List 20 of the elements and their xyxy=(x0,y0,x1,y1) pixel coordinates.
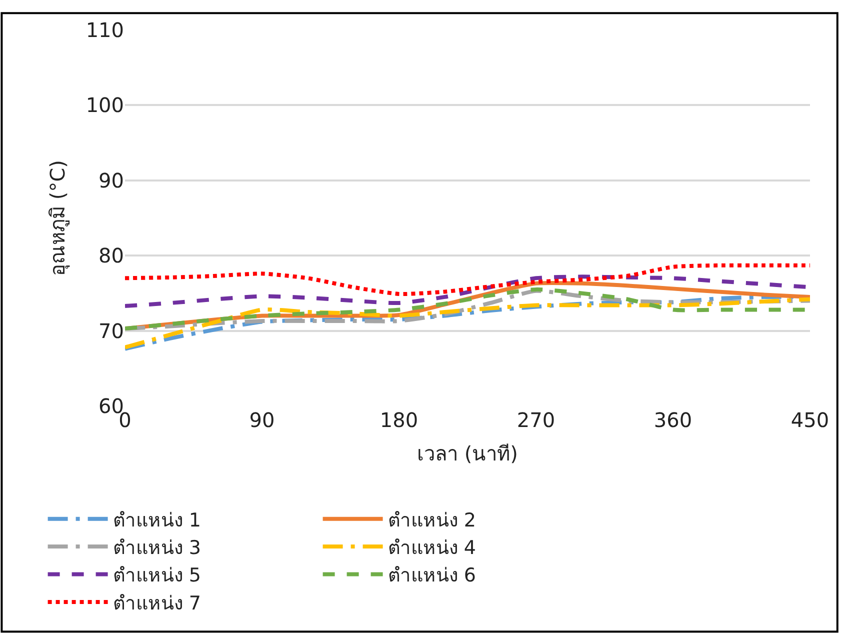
legend-label: ตำแหน่ง 7 xyxy=(112,592,201,614)
x-tick-label: 450 xyxy=(790,408,830,432)
x-axis-title: เวลา (นาที) xyxy=(417,442,518,466)
y-tick-label: 70 xyxy=(98,318,124,343)
x-tick-label: 270 xyxy=(516,408,556,432)
legend-label: ตำแหน่ง 3 xyxy=(112,536,201,559)
x-tick-label: 180 xyxy=(380,408,418,432)
x-tick-label: 360 xyxy=(654,408,692,432)
legend-label: ตำแหน่ง 4 xyxy=(388,536,476,559)
y-axis-title: อุณหภูมิ (°C) xyxy=(45,160,70,276)
x-tick-label: 90 xyxy=(249,408,275,432)
legend-label: ตำแหน่ง 1 xyxy=(112,509,201,532)
y-tick-label: 110 xyxy=(86,18,124,42)
line-series xyxy=(125,263,810,296)
legend-label: ตำแหน่ง 6 xyxy=(388,564,476,587)
legend-label: ตำแหน่ง 5 xyxy=(112,564,201,587)
y-tick-label: 100 xyxy=(86,93,124,118)
y-tick-label: 90 xyxy=(98,168,124,192)
legend-label: ตำแหน่ง 2 xyxy=(388,509,476,532)
y-tick-label: 80 xyxy=(98,244,124,268)
